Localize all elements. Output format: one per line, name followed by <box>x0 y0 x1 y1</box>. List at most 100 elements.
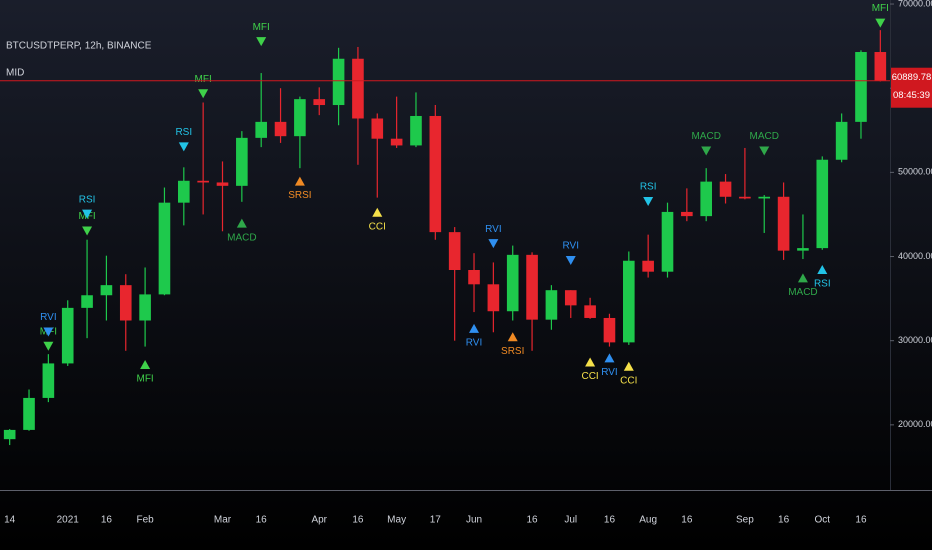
signal-label: RSI <box>814 279 831 290</box>
candle-body <box>448 232 461 270</box>
signal-label: MACD <box>788 287 817 298</box>
candle-body <box>487 284 500 312</box>
signal-label: MFI <box>195 74 212 85</box>
candle-body <box>564 290 577 306</box>
signal-marker <box>140 360 151 370</box>
candle-body <box>3 429 16 440</box>
signal-marker <box>43 341 54 351</box>
signal-marker <box>178 142 189 152</box>
candle-body <box>468 269 480 285</box>
x-tick-label: Oct <box>815 515 831 526</box>
signal-marker <box>585 357 596 367</box>
signal-marker <box>198 89 209 99</box>
candle-body <box>661 211 674 272</box>
x-tick-label: Apr <box>311 515 327 526</box>
candle-body <box>700 181 712 217</box>
signal-label: RVI <box>563 241 580 252</box>
candle-body <box>584 305 596 318</box>
candle-body <box>158 202 171 295</box>
x-tick-label: 16 <box>352 515 364 526</box>
candle-body <box>777 196 790 251</box>
candle-body <box>874 52 887 81</box>
candle-body <box>835 121 848 160</box>
signal-marker <box>643 197 654 207</box>
candle-body <box>313 99 326 106</box>
candle-body <box>236 137 248 186</box>
signal-marker <box>759 146 770 156</box>
signal-label: MFI <box>872 3 889 14</box>
x-tick-label: May <box>387 515 406 526</box>
x-tick-label: Sep <box>736 515 754 526</box>
signal-marker <box>701 146 712 156</box>
signal-label: MACD <box>227 232 256 243</box>
candle-body <box>139 294 151 321</box>
candle-body <box>545 290 558 320</box>
x-tick-label: 16 <box>681 515 693 526</box>
candle-body <box>739 196 751 199</box>
x-tick-label: 16 <box>256 515 268 526</box>
y-tick-label: 40000.00 <box>898 251 932 261</box>
signal-label: RVI <box>485 224 502 235</box>
candle-body <box>255 121 267 138</box>
candle-body <box>61 307 74 364</box>
x-tick-label: 16 <box>855 515 867 526</box>
x-tick-label: 17 <box>430 515 442 526</box>
signal-label: MACD <box>691 131 720 142</box>
signal-marker <box>469 323 480 333</box>
x-tick-label: Mar <box>214 515 232 526</box>
x-tick-label: Jun <box>466 515 482 526</box>
signal-marker <box>236 218 247 228</box>
signal-marker <box>565 255 576 265</box>
candle-body <box>719 181 732 197</box>
signal-marker <box>875 18 886 28</box>
candle-body <box>642 260 654 272</box>
signal-marker <box>294 176 305 186</box>
signal-label: RSI <box>79 194 96 205</box>
candle-body <box>42 363 55 398</box>
x-tick-label: Feb <box>136 515 154 526</box>
signal-label: MFI <box>253 22 270 33</box>
signal-marker <box>256 37 267 47</box>
signal-marker <box>623 361 634 371</box>
candle-body <box>797 248 809 251</box>
signal-label: RVI <box>40 312 57 323</box>
signal-marker <box>372 207 383 217</box>
signal-label: RVI <box>601 367 618 378</box>
candle-body <box>216 182 229 186</box>
signal-label: SRSI <box>501 346 524 357</box>
candle-body <box>100 285 113 296</box>
signal-marker <box>797 273 808 283</box>
signal-label: RVI <box>466 338 483 349</box>
candle-body <box>758 196 771 199</box>
x-tick-label: Aug <box>639 515 657 526</box>
x-tick-label: Jul <box>564 515 577 526</box>
candle-body <box>855 52 867 122</box>
chart-title: BTCUSDTPERP, 12h, BINANCE <box>6 41 152 52</box>
signal-label: MFI <box>136 374 153 385</box>
indicator-name: MID <box>6 68 24 79</box>
signal-marker <box>82 209 93 219</box>
last-price-label: 60889.78 <box>892 72 932 83</box>
signal-marker <box>507 332 518 342</box>
candle-body <box>332 58 345 106</box>
candle-body <box>816 159 829 249</box>
y-tick-label: 20000.00 <box>898 419 932 429</box>
signal-label: MACD <box>750 131 779 142</box>
candle-body <box>371 118 384 139</box>
candle-body <box>119 285 132 321</box>
candle-body <box>197 180 209 183</box>
candle-body <box>506 254 519 312</box>
candle-body <box>623 260 635 343</box>
x-tick-label: 16 <box>778 515 790 526</box>
signal-label: CCI <box>369 221 386 232</box>
signal-marker <box>488 239 499 249</box>
plot-area: 20000.0030000.0040000.0050000.0060000.00… <box>0 0 932 526</box>
signal-label: RSI <box>640 182 657 193</box>
x-tick-label: 2021 <box>57 515 80 526</box>
candle-body <box>526 254 538 320</box>
candle-body <box>81 295 93 308</box>
candle-body <box>410 115 422 146</box>
